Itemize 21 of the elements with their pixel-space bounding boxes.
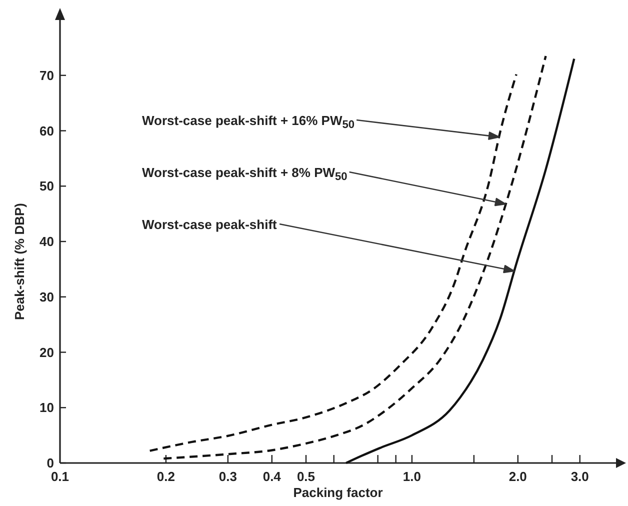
x-tick-label: 0.3 (218, 469, 237, 484)
x-tick-label: 1.0 (402, 469, 421, 484)
y-axis-title: Peak-shift (% DBP) (12, 202, 27, 320)
y-tick-label: 20 (40, 344, 54, 360)
y-tick-label: 50 (40, 178, 54, 194)
x-tick-label: 0.2 (156, 469, 175, 484)
x-tick-label: 2.0 (508, 469, 527, 484)
x-tick-label: 0.1 (50, 469, 70, 484)
y-tick-label: 70 (40, 68, 54, 83)
y-tick-label: 30 (40, 289, 54, 304)
x-tick-label: 0.5 (296, 469, 316, 484)
x-tick-label: 0.4 (262, 469, 282, 484)
x-axis-title: Packing factor (293, 485, 383, 500)
annotation: Worst-case peak-shift (142, 217, 278, 232)
y-tick-label: 0 (46, 456, 54, 470)
y-tick-label: 40 (40, 234, 54, 249)
y-tick-label: 10 (40, 400, 54, 416)
y-tick-label: 60 (40, 123, 54, 138)
annotation: Worst-case peak-shift + 16% PW$_{50}$ (142, 113, 355, 132)
x-tick-label: 3.0 (570, 469, 589, 484)
annotation: Worst-case peak-shift + 8% PW$_{50}$ (142, 165, 348, 184)
